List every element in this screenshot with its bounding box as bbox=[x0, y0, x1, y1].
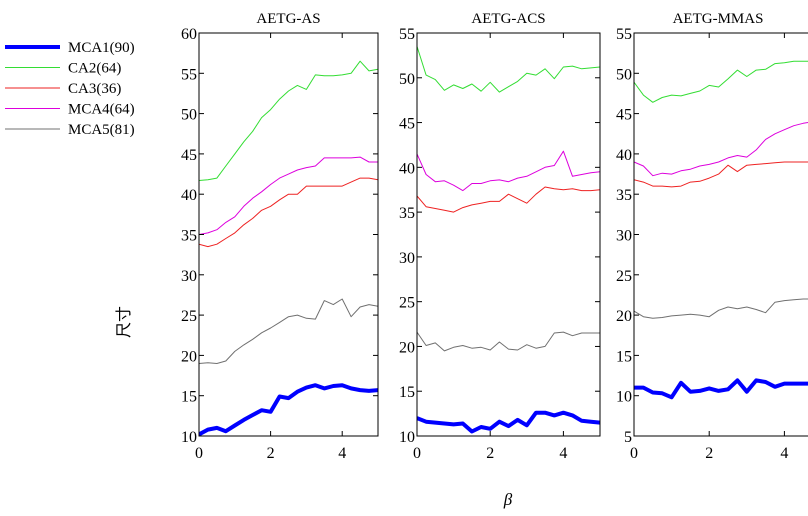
panel-aetg-acs: AETG-ACS 10 15 20 25 30 35 40 45 50 55 0 2 4 bbox=[399, 11, 601, 462]
legend-label-ca2-64: CA2(64) bbox=[68, 61, 121, 77]
series-line-mca5-81 bbox=[199, 298, 378, 364]
series-line-mca5-81 bbox=[634, 298, 808, 319]
x-axis-label: β bbox=[503, 490, 513, 509]
y-tick-label: 10 bbox=[616, 389, 632, 406]
y-tick-label: 40 bbox=[181, 187, 197, 204]
legend-label-ca3-36: CA3(36) bbox=[68, 81, 121, 97]
y-tick-label: 20 bbox=[616, 308, 632, 325]
y-tick-label: 45 bbox=[399, 116, 415, 133]
y-tick-label: 30 bbox=[399, 250, 415, 267]
series-group bbox=[417, 46, 600, 434]
x-tick-label: 0 bbox=[413, 445, 421, 462]
y-tick-label: 50 bbox=[616, 66, 632, 83]
y-tick-label: 50 bbox=[181, 107, 197, 124]
y-tick-label: 35 bbox=[181, 228, 197, 245]
y-tick-label: 15 bbox=[616, 348, 632, 365]
panel-aetg-mmas: AETG-MMAS 5 10 15 20 25 30 35 40 45 50 55 0 2 4 bbox=[616, 11, 808, 462]
y-tick-label: 55 bbox=[399, 26, 415, 43]
series-line-mca4-64 bbox=[634, 121, 808, 177]
x-tick-label: 4 bbox=[338, 445, 346, 462]
series-line-ca3-36 bbox=[634, 161, 808, 188]
legend-item-mca4-64: MCA4(64) bbox=[5, 102, 135, 118]
y-tick-label: 25 bbox=[181, 308, 197, 325]
legend-label-mca5-81: MCA5(81) bbox=[68, 122, 135, 138]
y-tick-label: 45 bbox=[181, 147, 197, 164]
y-tick-label: 10 bbox=[181, 429, 197, 446]
series-line-ca2-64 bbox=[634, 60, 808, 103]
y-tick-label: 15 bbox=[399, 384, 415, 401]
x-tick-label: 2 bbox=[705, 445, 713, 462]
series-line-mca4-64 bbox=[417, 150, 600, 192]
series-line-mca1-90 bbox=[199, 383, 378, 436]
x-tick-label: 2 bbox=[486, 445, 494, 462]
y-tick-label: 30 bbox=[181, 268, 197, 285]
series-line-ca2-64 bbox=[199, 60, 378, 181]
x-tick-label: 4 bbox=[559, 445, 567, 462]
y-tick-label: 55 bbox=[616, 26, 632, 43]
series-line-mca1-90 bbox=[417, 410, 600, 434]
panel-title-aetg-as: AETG-AS bbox=[256, 11, 320, 27]
y-tick-label: 5 bbox=[624, 429, 632, 446]
y-axis-label: 尺寸 bbox=[115, 306, 133, 338]
y-tick-label: 40 bbox=[616, 147, 632, 164]
series-line-ca3-36 bbox=[199, 177, 378, 248]
plot-frame bbox=[198, 32, 379, 437]
y-tick-label: 20 bbox=[399, 339, 415, 356]
y-tick-label: 25 bbox=[616, 268, 632, 285]
legend-label-mca1-90: MCA1(90) bbox=[68, 40, 135, 56]
legend-item-ca2-64: CA2(64) bbox=[5, 61, 121, 77]
y-tick-label: 40 bbox=[399, 160, 415, 177]
legend-item-mca5-81: MCA5(81) bbox=[5, 122, 135, 138]
series-group bbox=[634, 60, 808, 400]
y-tick-label: 25 bbox=[399, 295, 415, 312]
y-tick-label: 50 bbox=[399, 71, 415, 88]
plot-frame bbox=[416, 32, 601, 437]
y-tick-label: 55 bbox=[181, 66, 197, 83]
series-line-ca3-36 bbox=[417, 186, 600, 213]
x-tick-label: 0 bbox=[630, 445, 638, 462]
series-line-mca1-90 bbox=[634, 378, 808, 400]
panel-title-aetg-acs: AETG-ACS bbox=[471, 11, 545, 27]
series-line-mca5-81 bbox=[417, 331, 600, 352]
plot-frame bbox=[633, 32, 808, 437]
series-group bbox=[199, 60, 378, 436]
y-tick-label: 45 bbox=[616, 107, 632, 124]
y-tick-label: 30 bbox=[616, 228, 632, 245]
series-line-ca2-64 bbox=[417, 46, 600, 93]
legend-label-mca4-64: MCA4(64) bbox=[68, 102, 135, 118]
panel-aetg-as: AETG-AS 10 15 20 25 30 35 40 45 50 55 60 0 2 4 bbox=[181, 11, 379, 462]
legend-item-mca1-90: MCA1(90) bbox=[5, 40, 135, 56]
y-tick-label: 35 bbox=[616, 187, 632, 204]
legend-item-ca3-36: CA3(36) bbox=[5, 81, 121, 97]
x-tick-label: 0 bbox=[195, 445, 203, 462]
y-tick-label: 35 bbox=[399, 205, 415, 222]
series-line-mca4-64 bbox=[199, 156, 378, 235]
y-tick-label: 10 bbox=[399, 429, 415, 446]
y-tick-label: 60 bbox=[181, 26, 197, 43]
panel-title-aetg-mmas: AETG-MMAS bbox=[673, 11, 764, 27]
x-tick-label: 2 bbox=[267, 445, 275, 462]
legend: MCA1(90) CA2(64) CA3(36) MCA4(64) MCA5(81) bbox=[5, 40, 135, 138]
y-tick-label: 15 bbox=[181, 389, 197, 406]
x-tick-label: 4 bbox=[780, 445, 788, 462]
y-tick-label: 20 bbox=[181, 348, 197, 365]
